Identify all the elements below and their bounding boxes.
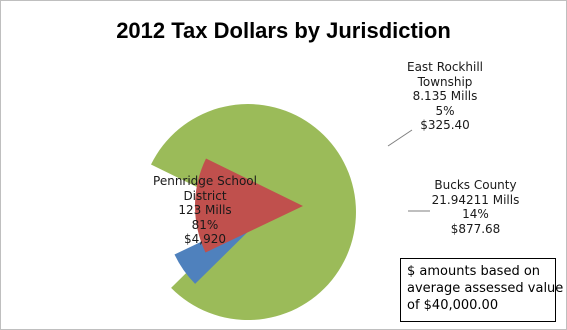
data-label-east-rockhill: East Rockhill Township 8.135 Mills 5% $3… — [385, 60, 505, 133]
data-label-pennridge-percent: 81% — [191, 217, 219, 232]
footnote-line2: average assessed value — [407, 281, 564, 296]
footnote-line3: of $40,000.00 — [407, 298, 499, 313]
footnote-line1: $ amounts based on — [407, 264, 541, 279]
data-label-bucks-county-mills: 21.94211 Mills — [431, 192, 520, 207]
data-label-east-rockhill-mills: 8.135 Mills — [412, 89, 478, 103]
data-label-pennridge: Pennridge School District 123 Mills 81% … — [140, 174, 270, 247]
data-label-bucks-county-line1: Bucks County — [434, 178, 517, 192]
data-label-bucks-county-percent: 14% — [462, 207, 489, 221]
data-label-east-rockhill-line2: Township — [417, 74, 473, 89]
data-label-pennridge-line2: District — [183, 188, 227, 203]
data-label-pennridge-mills: 123 Mills — [178, 203, 232, 217]
data-label-east-rockhill-line1: East Rockhill — [406, 60, 483, 74]
data-label-pennridge-line1: Pennridge School — [153, 174, 257, 188]
footnote-box: $ amounts based on average assessed valu… — [400, 258, 564, 322]
data-label-east-rockhill-percent: 5% — [435, 103, 455, 118]
chart-title: 2012 Tax Dollars by Jurisdiction — [116, 18, 451, 43]
data-label-east-rockhill-amount: $325.40 — [420, 118, 470, 132]
slice-bucks-county — [194, 158, 303, 253]
data-label-bucks-county: Bucks County 21.94211 Mills 14% $877.68 — [418, 178, 533, 236]
leader-line-east-rockhill — [387, 129, 413, 147]
data-label-bucks-county-amount: $877.68 — [450, 221, 501, 236]
data-label-pennridge-amount: $4,920 — [184, 232, 226, 246]
